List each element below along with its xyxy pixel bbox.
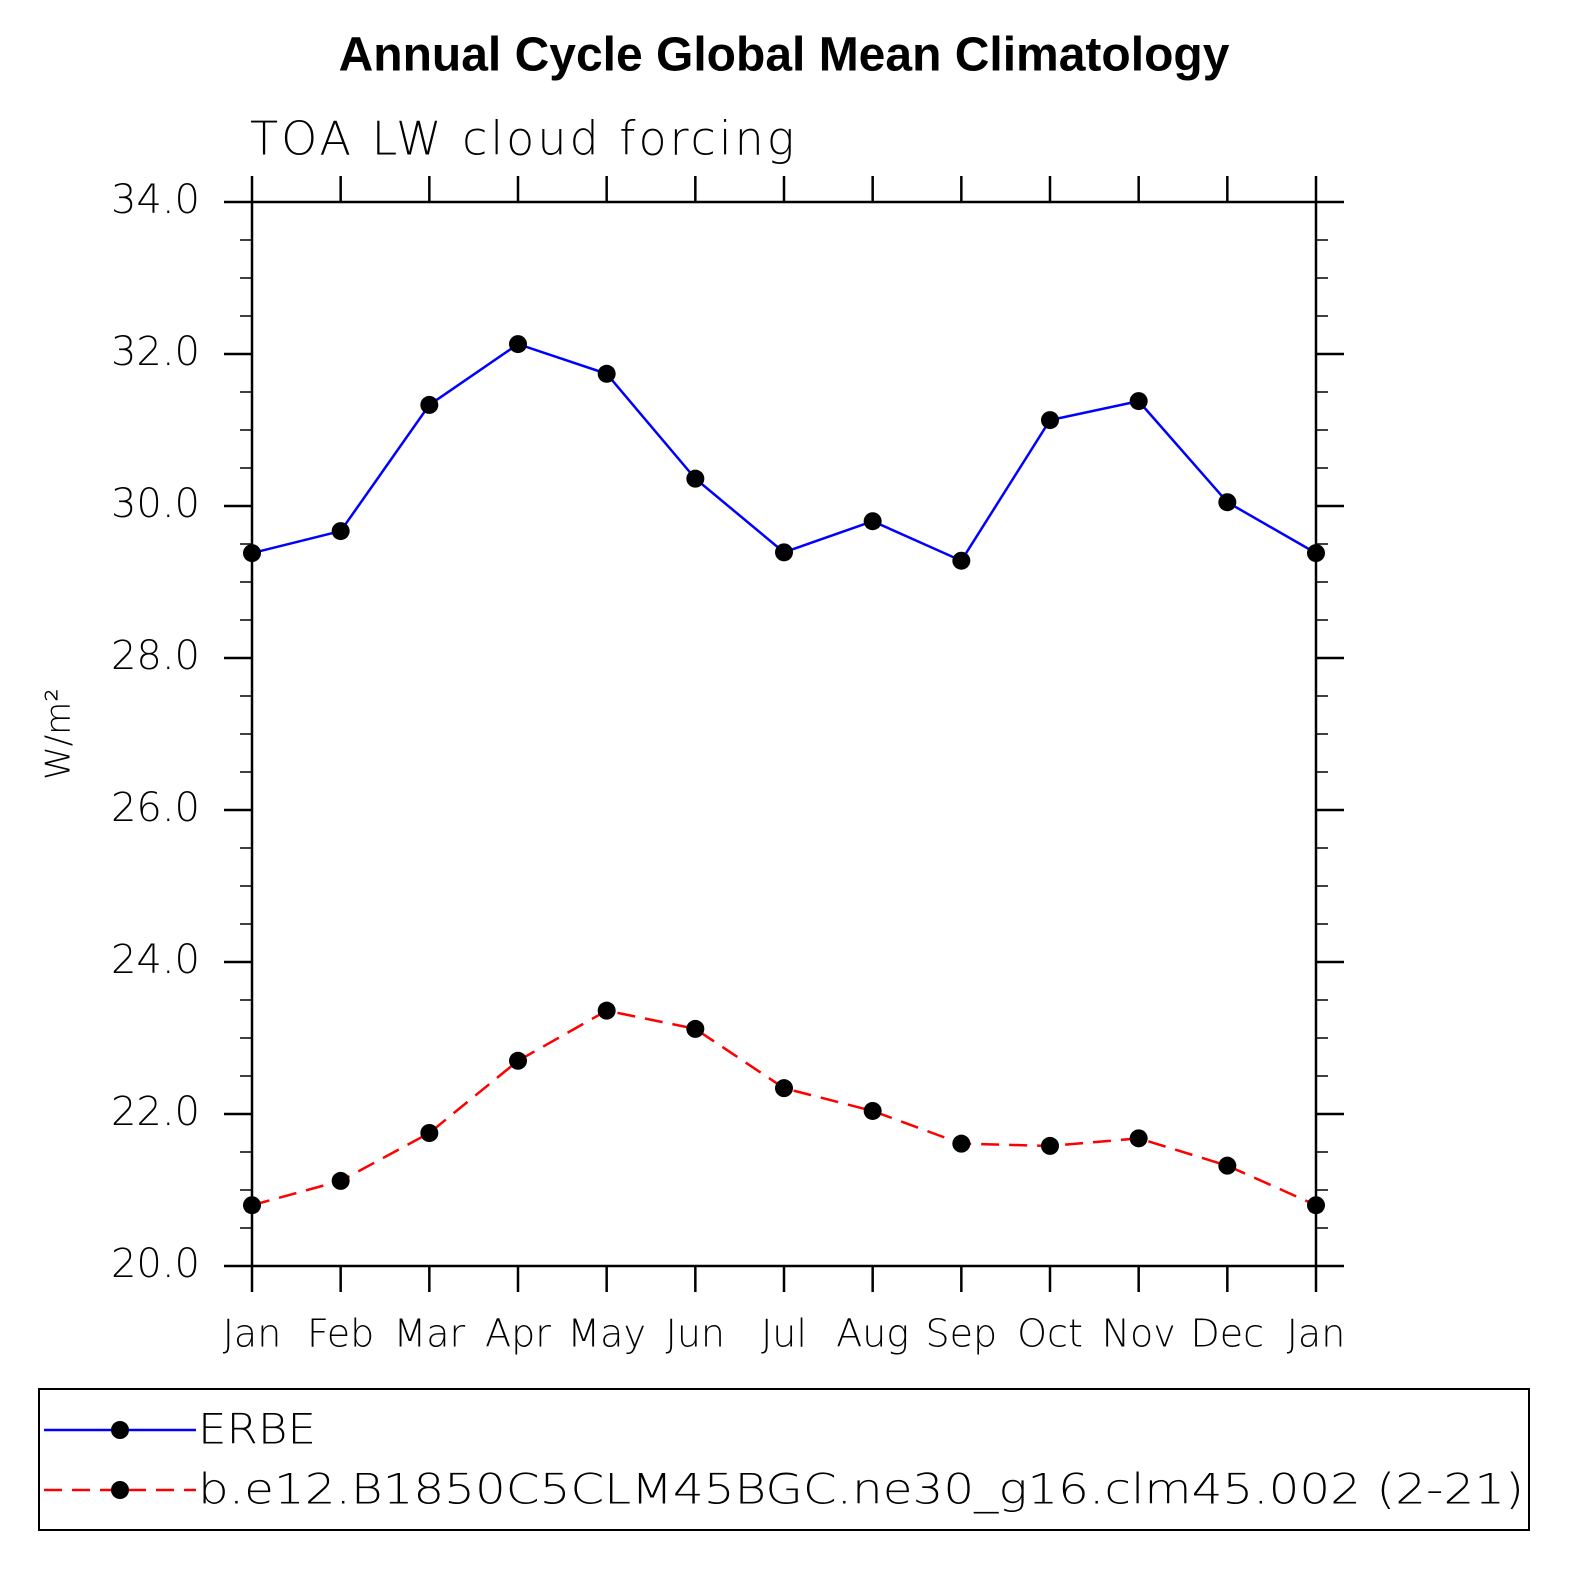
marker [597,1001,616,1020]
marker [1129,1129,1148,1148]
marker [863,512,882,531]
x-tick-label: Mar [393,1312,465,1356]
y-tick-label: 24.0 [111,937,200,983]
x-tick-label: Jul [761,1312,807,1356]
marker [775,543,793,562]
y-tick-label: 22.0 [111,1089,200,1135]
marker [1307,544,1325,563]
marker [509,335,527,354]
legend-marker [111,1481,129,1499]
marker [243,1196,261,1215]
marker [331,522,350,541]
y-tick-label: 34.0 [111,177,200,223]
y-tick-label: 32.0 [111,329,200,375]
series-line [251,342,1317,563]
marker [863,1101,882,1120]
marker [420,1124,439,1142]
marker [1041,1136,1059,1155]
legend-marker [111,1421,129,1439]
x-tick-label: Dec [1191,1312,1265,1356]
marker [597,364,616,383]
x-tick-label: Feb [307,1312,374,1356]
marker [1041,411,1059,430]
marker [775,1079,793,1098]
marker [1218,493,1237,512]
x-tick-label: Nov [1102,1312,1176,1356]
chart-title: Annual Cycle Global Mean Climatology [339,29,1230,82]
marker [1307,1196,1325,1215]
marker [952,1134,971,1153]
x-tick-label: Oct [1017,1312,1083,1356]
series-line [251,1009,1317,1207]
legend-label: ERBE [198,1405,316,1454]
y-tick-label: 26.0 [111,785,200,831]
marker [331,1171,350,1190]
legend-box [38,1388,1530,1531]
marker [420,395,439,414]
x-tick-label: Apr [485,1312,551,1356]
marker [952,551,971,570]
marker [509,1051,527,1070]
x-tick-label: Aug [836,1312,909,1356]
x-tick-label: Jun [666,1312,725,1356]
marker [1129,392,1148,411]
legend-label: b.e12.B1850C5CLM45BGC.ne30_g16.clm45.002… [198,1465,1524,1514]
marker [243,544,261,563]
x-tick-label: Jan [223,1312,282,1356]
y-tick-label: 20.0 [111,1241,200,1287]
x-tick-label: Jan [1287,1312,1346,1356]
chart-subtitle: TOA LW cloud forcing [250,112,797,166]
marker [686,1019,705,1038]
y-tick-label: 30.0 [111,481,200,527]
y-tick-label: 28.0 [111,633,200,679]
marker [686,469,705,488]
y-axis-label: W/m² [39,688,79,780]
plot-frame [250,200,1318,1268]
x-tick-label: Sep [926,1312,998,1356]
x-tick-label: May [567,1312,646,1356]
marker [1218,1156,1237,1175]
